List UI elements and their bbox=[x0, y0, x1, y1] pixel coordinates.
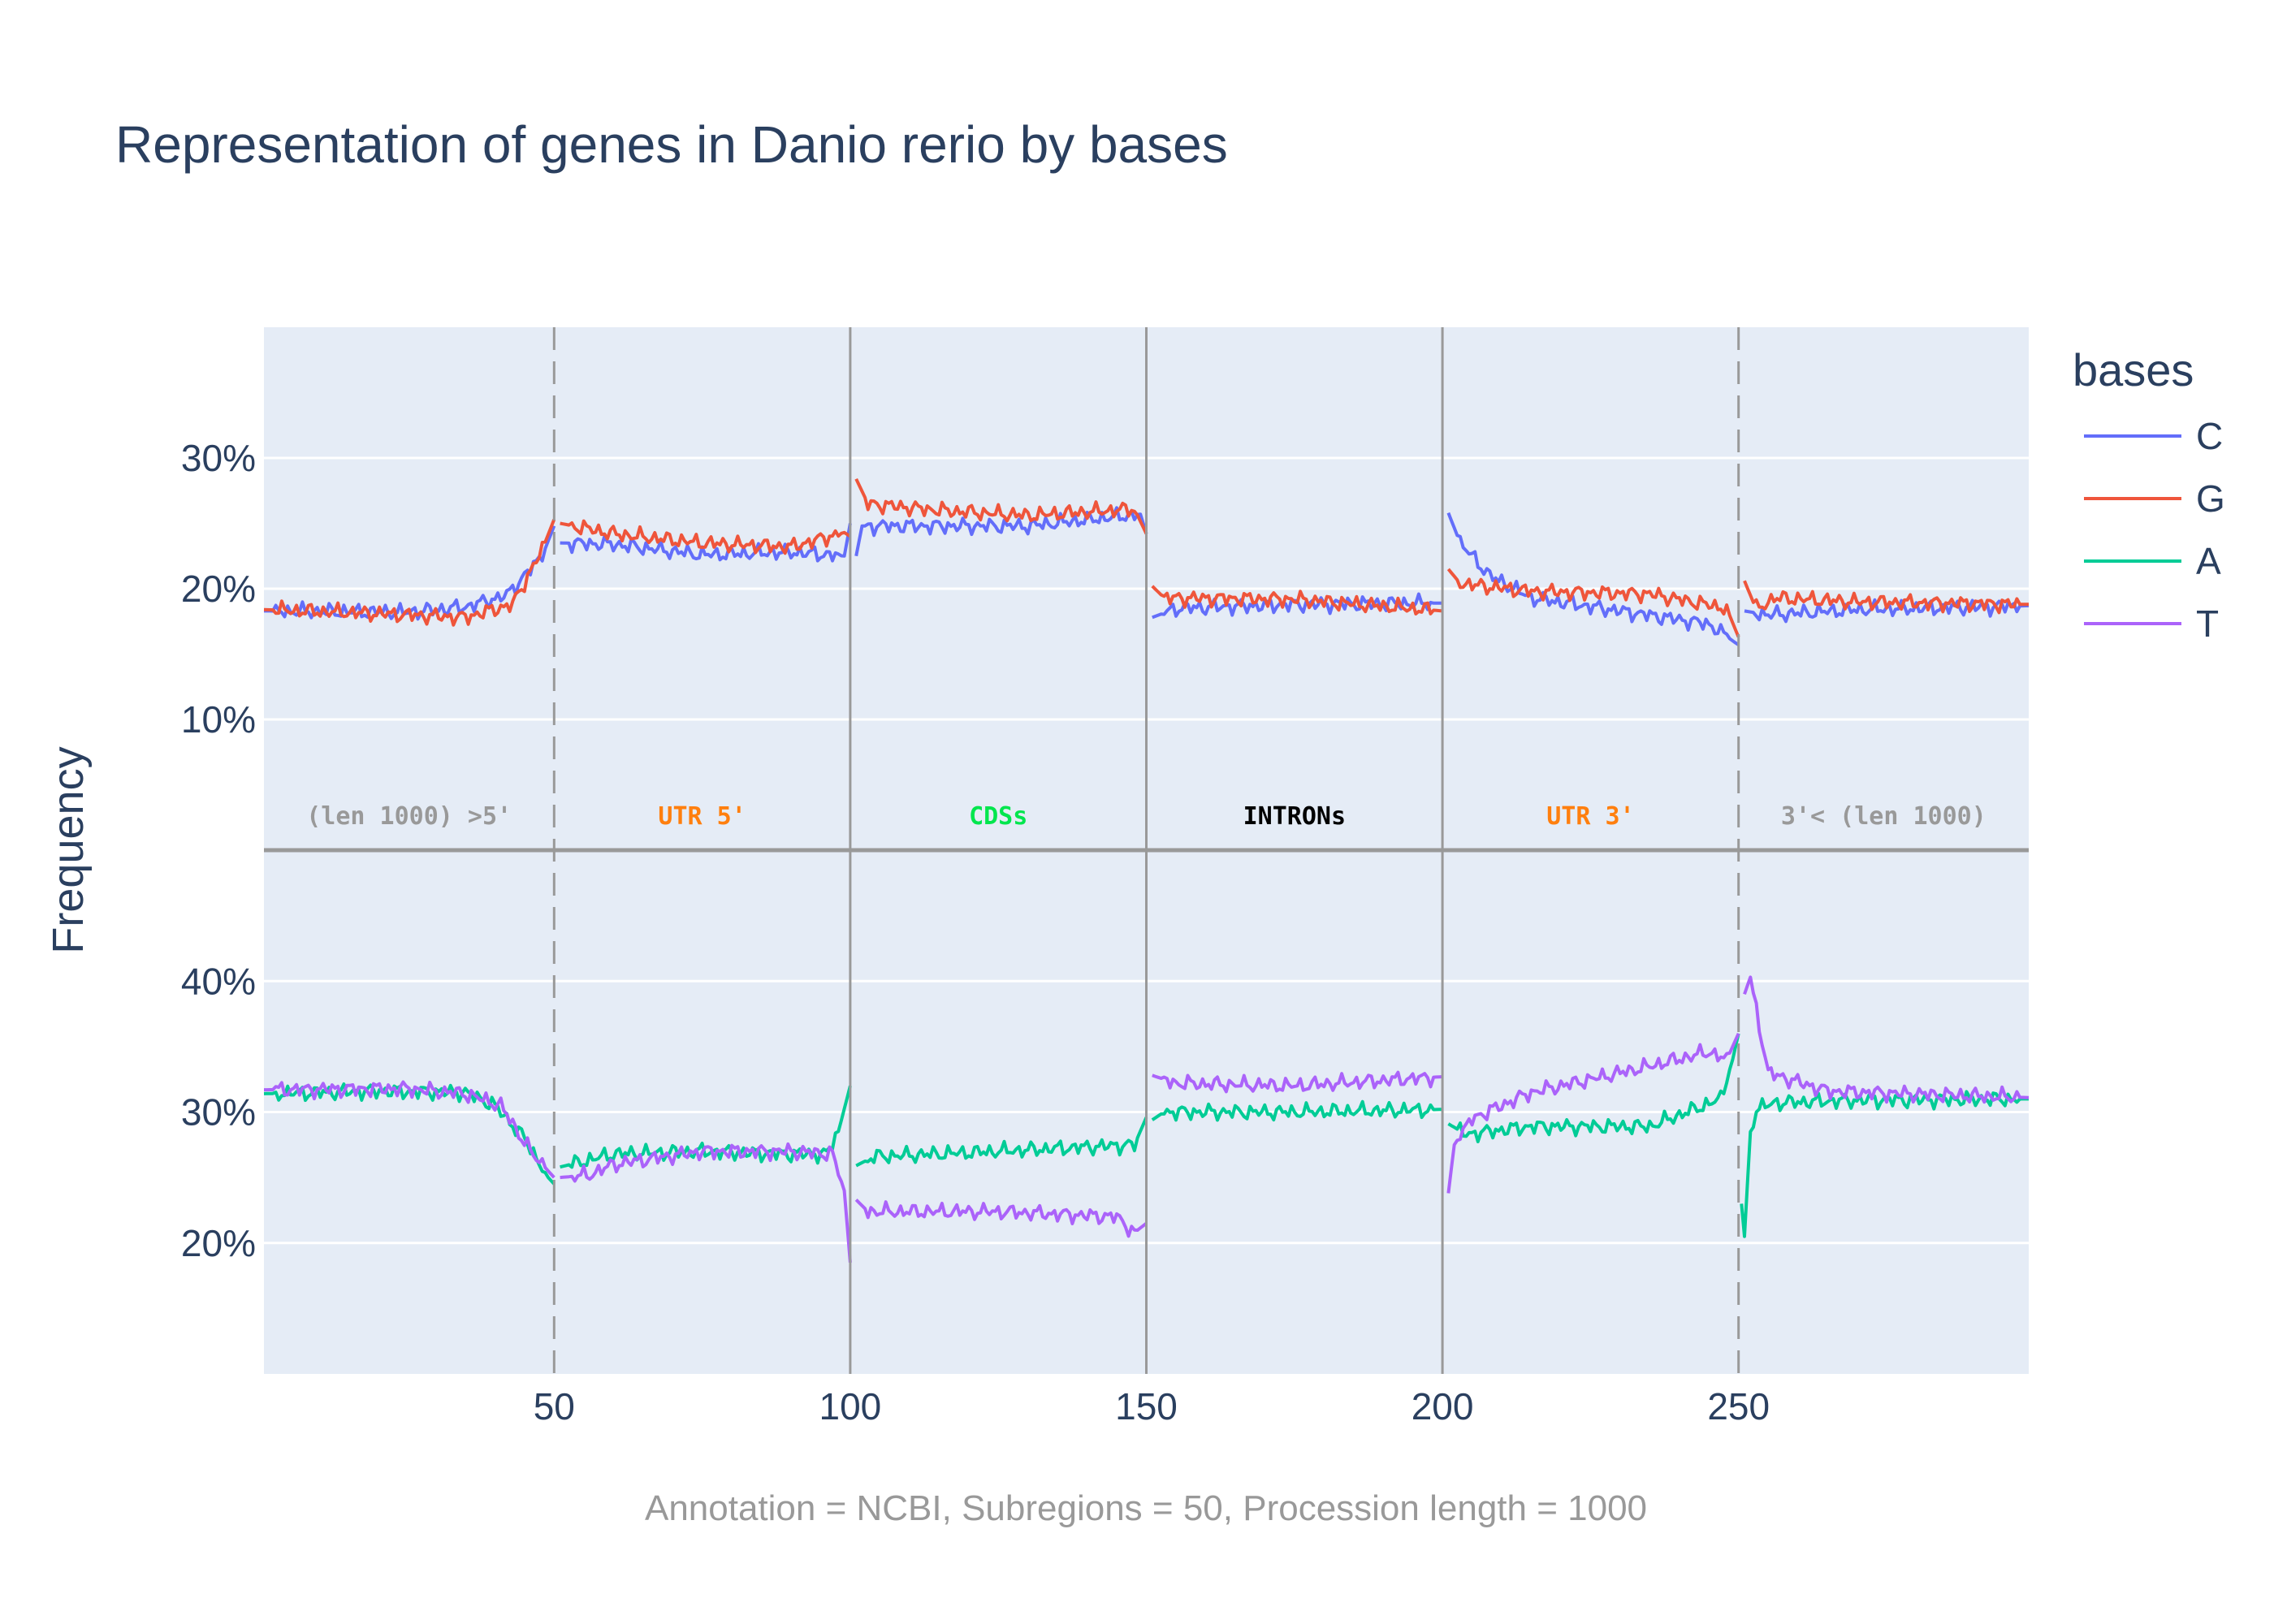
y-axis-title: Frequency bbox=[44, 746, 93, 953]
legend-label-G: G bbox=[2196, 477, 2225, 520]
region-label: UTR 3' bbox=[1546, 802, 1634, 831]
x-tick-label: 150 bbox=[1115, 1385, 1178, 1427]
series-line-T bbox=[1152, 1070, 1443, 1094]
legend-label-T: T bbox=[2196, 603, 2219, 645]
x-tick-label: 100 bbox=[819, 1385, 882, 1427]
region-label: (len 1000) >5' bbox=[306, 802, 512, 831]
x-tick-label: 50 bbox=[534, 1385, 575, 1427]
series-line-C bbox=[854, 506, 1148, 557]
series-line-T bbox=[560, 1142, 852, 1263]
legend-label-A: A bbox=[2196, 540, 2221, 582]
x-tick-label: 200 bbox=[1412, 1385, 1474, 1427]
y-tick-label: 20% bbox=[181, 568, 256, 610]
series-line-T bbox=[854, 1199, 1148, 1238]
series-line-A bbox=[560, 1085, 852, 1169]
series-line-G bbox=[560, 519, 852, 555]
series-line-T bbox=[1743, 975, 2030, 1104]
series-line-G bbox=[1446, 568, 1740, 638]
top-panel-series bbox=[263, 477, 2030, 646]
series-line-G bbox=[854, 477, 1148, 535]
series-line-C bbox=[560, 523, 852, 563]
series-line-A bbox=[855, 1116, 1148, 1168]
bottom-panel-y-ticks: 20% 30% 40% bbox=[181, 960, 256, 1264]
series-line-T bbox=[264, 1080, 556, 1179]
chart-title: Representation of genes in Danio rerio b… bbox=[115, 115, 1228, 174]
top-panel-y-ticks: 10% 20% 30% bbox=[181, 437, 256, 741]
region-label: UTR 5' bbox=[658, 802, 746, 831]
series-line-C bbox=[1446, 512, 1740, 646]
bottom-panel-series bbox=[263, 975, 2030, 1263]
legend-title: bases bbox=[2073, 344, 2194, 395]
series-line-A bbox=[1447, 1033, 1740, 1143]
region-label: INTRONs bbox=[1243, 802, 1346, 831]
caption: Annotation = NCBI, Subregions = 50, Proc… bbox=[645, 1488, 1647, 1528]
y-tick-label: 30% bbox=[181, 437, 256, 479]
y-tick-label: 30% bbox=[181, 1091, 256, 1134]
region-labels: (len 1000) >5' UTR 5' CDSs INTRONs UTR 3' 3'<… bbox=[306, 802, 1987, 831]
region-label: 3'< (len 1000) bbox=[1781, 802, 1987, 831]
y-tick-label: 40% bbox=[181, 960, 256, 1002]
series-line-G bbox=[263, 518, 556, 627]
y-tick-label: 10% bbox=[181, 698, 256, 741]
legend-label-C: C bbox=[2196, 415, 2223, 457]
series-line-A bbox=[1151, 1099, 1443, 1122]
series-line-G bbox=[1151, 585, 1443, 615]
x-axis-ticks: 50 100 150 200 250 bbox=[534, 1385, 1770, 1427]
series-line-G bbox=[1743, 580, 2029, 615]
series-line-T bbox=[1446, 1032, 1740, 1194]
y-tick-label: 20% bbox=[181, 1222, 256, 1264]
x-tick-label: 250 bbox=[1707, 1385, 1770, 1427]
region-label: CDSs bbox=[969, 802, 1027, 831]
